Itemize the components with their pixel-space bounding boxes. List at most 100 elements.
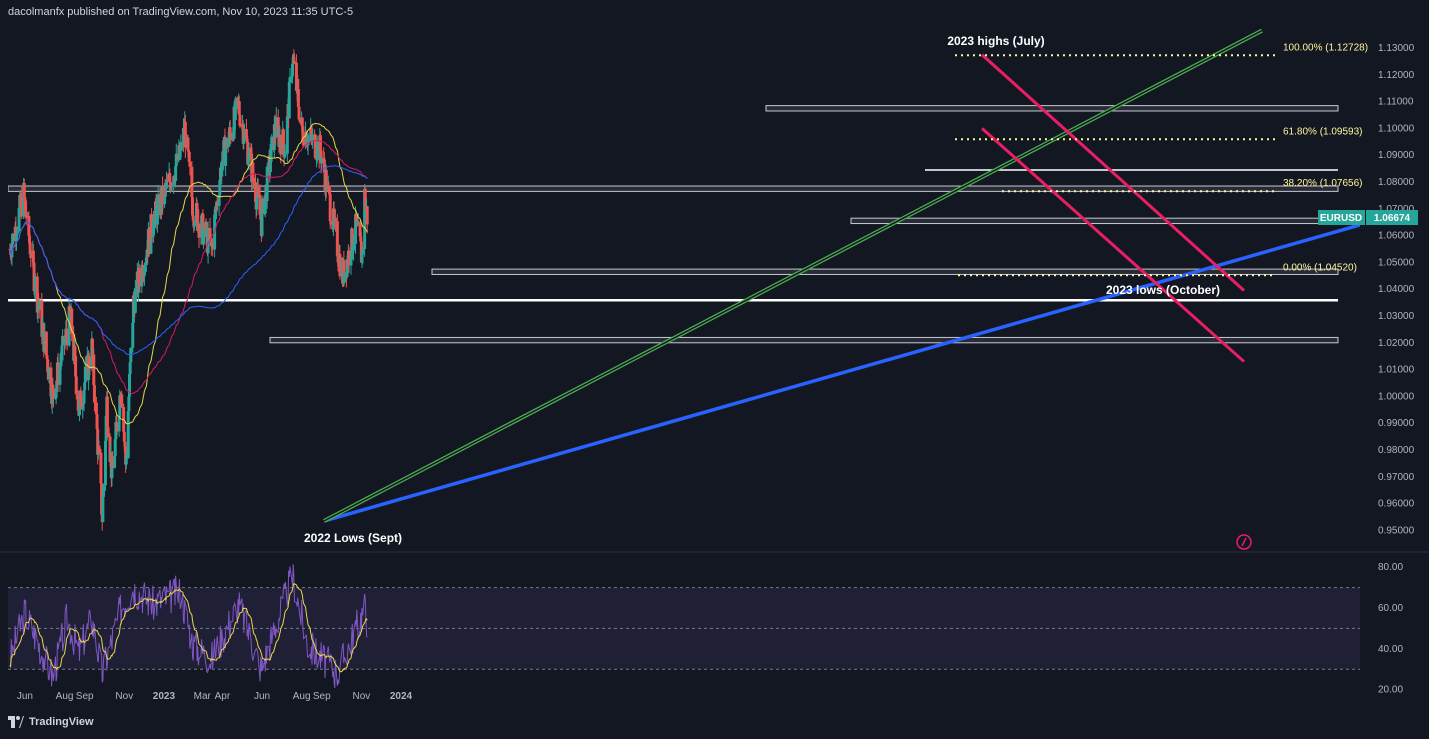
candle-body — [178, 150, 182, 158]
candle-body — [186, 137, 190, 151]
candle-body — [156, 194, 160, 203]
candle-body — [181, 127, 185, 145]
candle-body — [288, 77, 292, 82]
candle-body — [126, 411, 130, 458]
candle-body — [49, 367, 53, 397]
candle-body — [124, 457, 128, 465]
price-tick: 1.11000 — [1378, 97, 1414, 108]
tradingview-brand[interactable]: TradingView — [8, 716, 94, 728]
candle-body — [138, 281, 142, 287]
candle-body — [147, 229, 151, 254]
price-tick: 1.00000 — [1378, 391, 1415, 402]
candle-body — [53, 397, 57, 399]
candle-body — [263, 195, 267, 214]
candle-body — [318, 135, 322, 151]
time-tick: Apr — [215, 691, 231, 702]
candle-body — [87, 356, 91, 368]
candle-body — [236, 97, 240, 104]
price-tick: 1.04000 — [1378, 284, 1415, 295]
candle-body — [59, 362, 63, 364]
candle-body — [313, 134, 317, 158]
candle-body — [229, 132, 233, 141]
candle-body — [360, 254, 364, 263]
candle-body — [278, 135, 282, 143]
candle-body — [106, 427, 110, 437]
candle-body — [117, 417, 121, 432]
candle-body — [297, 106, 301, 120]
candle-body — [96, 429, 100, 455]
candle-body — [215, 202, 219, 206]
resistance-zone — [8, 185, 1339, 192]
candle-body — [128, 373, 132, 397]
time-tick: Aug — [293, 691, 311, 702]
time-tick: Nov — [115, 691, 133, 702]
candle-body — [242, 129, 246, 140]
candle-body — [115, 424, 119, 432]
candle-body — [296, 88, 300, 107]
candle-body — [174, 153, 178, 167]
candle-body — [111, 460, 115, 468]
candle-body — [332, 208, 336, 220]
candle-body — [11, 233, 15, 245]
tradingview-logo-icon — [8, 716, 24, 728]
price-axis[interactable]: 1.13000 1.12000 1.11000 1.10000 1.09000 1.080… — [1378, 43, 1415, 536]
price-tick: 1.07000 — [1378, 204, 1415, 215]
time-axis[interactable]: Jun Aug Sep Nov 2023 Mar Apr Jun Aug Sep Nov 2024 — [17, 691, 413, 702]
candle-body — [61, 335, 65, 346]
candle-body — [152, 218, 156, 236]
candle-body — [283, 153, 287, 155]
candle-body — [347, 250, 351, 266]
candle-body — [238, 114, 242, 126]
fib-label: 38.20% (1.07656) — [1283, 178, 1363, 189]
candle-body — [103, 440, 107, 486]
candle-body — [279, 142, 283, 155]
candle-body — [242, 139, 246, 144]
fib-label: 100.00% (1.12728) — [1283, 42, 1368, 53]
candle-body — [137, 268, 141, 282]
candle-body — [354, 214, 358, 222]
channel-upper — [980, 53, 1246, 292]
candle-body — [232, 106, 236, 139]
rsi-line — [9, 564, 368, 688]
candle-body — [237, 101, 241, 115]
candle-body — [174, 166, 178, 181]
candle-body — [352, 243, 356, 251]
candle-body — [165, 180, 169, 189]
candle-body — [40, 300, 44, 337]
candle-body — [351, 250, 355, 252]
candle-body — [70, 308, 74, 335]
last-price-tag: EURUSD 1.06674 — [1318, 210, 1418, 225]
candle-body — [322, 157, 326, 160]
candle-body — [252, 177, 256, 183]
candle-body — [59, 360, 63, 363]
candle-body — [327, 185, 331, 189]
candle-body — [304, 132, 308, 147]
candle-body — [260, 209, 264, 236]
candle-body — [22, 183, 26, 198]
alert-icon[interactable] — [1236, 534, 1252, 550]
candle-body — [133, 288, 137, 313]
candle-body — [309, 128, 313, 135]
symbol-label: EURUSD — [1320, 213, 1362, 224]
price-pane: 100.00% (1.12728) 61.80% (1.09593) 38.20% … — [8, 28, 1368, 531]
rsi-axis[interactable]: 80.00 60.00 40.00 20.00 — [1378, 562, 1403, 695]
price-tick: 1.06000 — [1378, 231, 1415, 242]
candle-body — [333, 217, 337, 222]
candle-body — [218, 180, 222, 196]
candle-body — [31, 250, 35, 263]
candle-body — [47, 367, 51, 379]
candle-body — [74, 355, 78, 377]
candle-body — [215, 202, 219, 211]
rsi-tick: 20.00 — [1378, 685, 1403, 696]
time-tick: 2024 — [390, 691, 413, 702]
candle-body — [213, 209, 217, 215]
candle-body — [29, 254, 33, 259]
last-price-value: 1.06674 — [1374, 213, 1411, 224]
candle-body — [319, 150, 323, 164]
candle-body — [335, 221, 339, 257]
trend-channel-green-inner — [323, 29, 1263, 522]
price-tick: 1.12000 — [1378, 70, 1415, 81]
candle-body — [27, 215, 31, 236]
candle-body — [188, 162, 192, 167]
candle-body — [123, 441, 127, 447]
